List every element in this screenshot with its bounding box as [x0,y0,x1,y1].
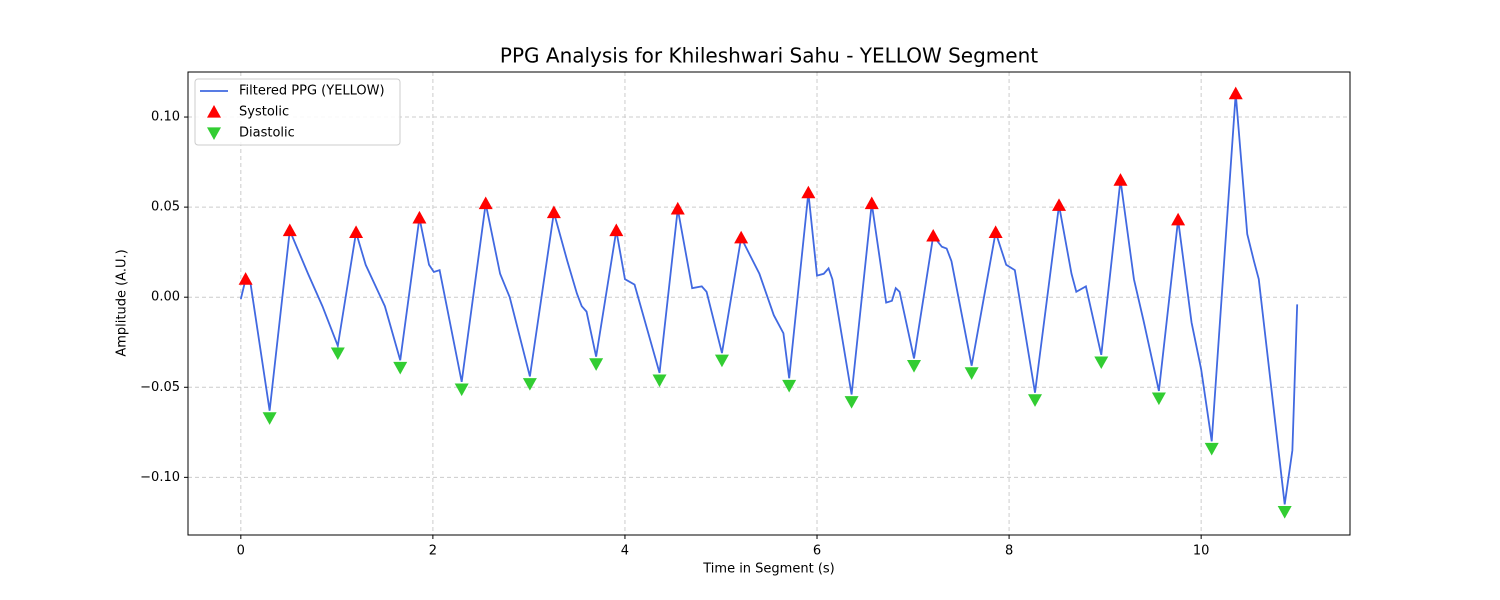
diastolic-marker [393,361,408,375]
y-tick-label: 0.05 [151,200,180,215]
systolic-marker [988,225,1003,238]
systolic-marker [609,223,624,237]
diastolic-marker [1094,356,1109,370]
diastolic-marker [262,412,277,425]
systolic-marker [282,223,297,237]
systolic-marker [478,196,493,210]
systolic-marker [1228,86,1243,100]
legend-swatch [207,105,221,118]
y-axis-label: Amplitude (A.U.) [115,249,130,356]
y-tick-label: 0.00 [151,290,180,305]
legend-swatch [207,127,221,140]
legend-label: Systolic [239,105,289,120]
diastolic-marker [782,379,797,393]
systolic-marker [349,225,364,238]
y-tick-label: −0.10 [140,470,180,485]
diastolic-marker [1277,505,1292,519]
x-tick-label: 10 [1193,544,1210,559]
systolic-marker [1171,212,1186,226]
diastolic-marker [1028,394,1043,407]
diastolic-marker [964,367,979,380]
x-tick-label: 4 [621,544,629,559]
x-tick-label: 6 [813,544,821,559]
diastolic-marker [1151,392,1166,406]
diastolic-marker [844,396,859,409]
y-tick-label: −0.05 [140,380,180,395]
systolic-marker [926,228,941,242]
systolic-marker [546,205,561,219]
x-axis-label: Time in Segment (s) [702,562,834,577]
diastolic-marker [652,374,667,388]
chart-title: PPG Analysis for Khileshwari Sahu - YELL… [500,44,1038,68]
legend-label: Filtered PPG (YELLOW) [239,84,385,99]
x-tick-label: 0 [237,544,245,559]
legend-label: Diastolic [239,126,295,141]
diastolic-marker [907,360,922,373]
x-tick-label: 2 [429,544,437,559]
systolic-marker [1052,198,1067,211]
legend-box [194,78,401,146]
systolic-marker [670,201,685,215]
diastolic-marker [589,358,604,371]
systolic-marker [864,196,879,210]
diastolic-marker [1204,442,1219,456]
systolic-marker [238,272,253,285]
systolic-marker [1113,173,1128,186]
diastolic-marker [330,347,345,361]
systolic-marker [412,210,427,224]
diastolic-marker [522,378,537,391]
diastolic-marker [454,383,469,397]
x-tick-label: 8 [1005,544,1013,559]
ppg-line [239,93,1299,505]
y-tick-label: 0.10 [151,110,180,125]
plot-frame [187,71,1351,536]
diastolic-marker [714,354,729,368]
systolic-marker [734,230,749,244]
systolic-marker [801,185,816,199]
